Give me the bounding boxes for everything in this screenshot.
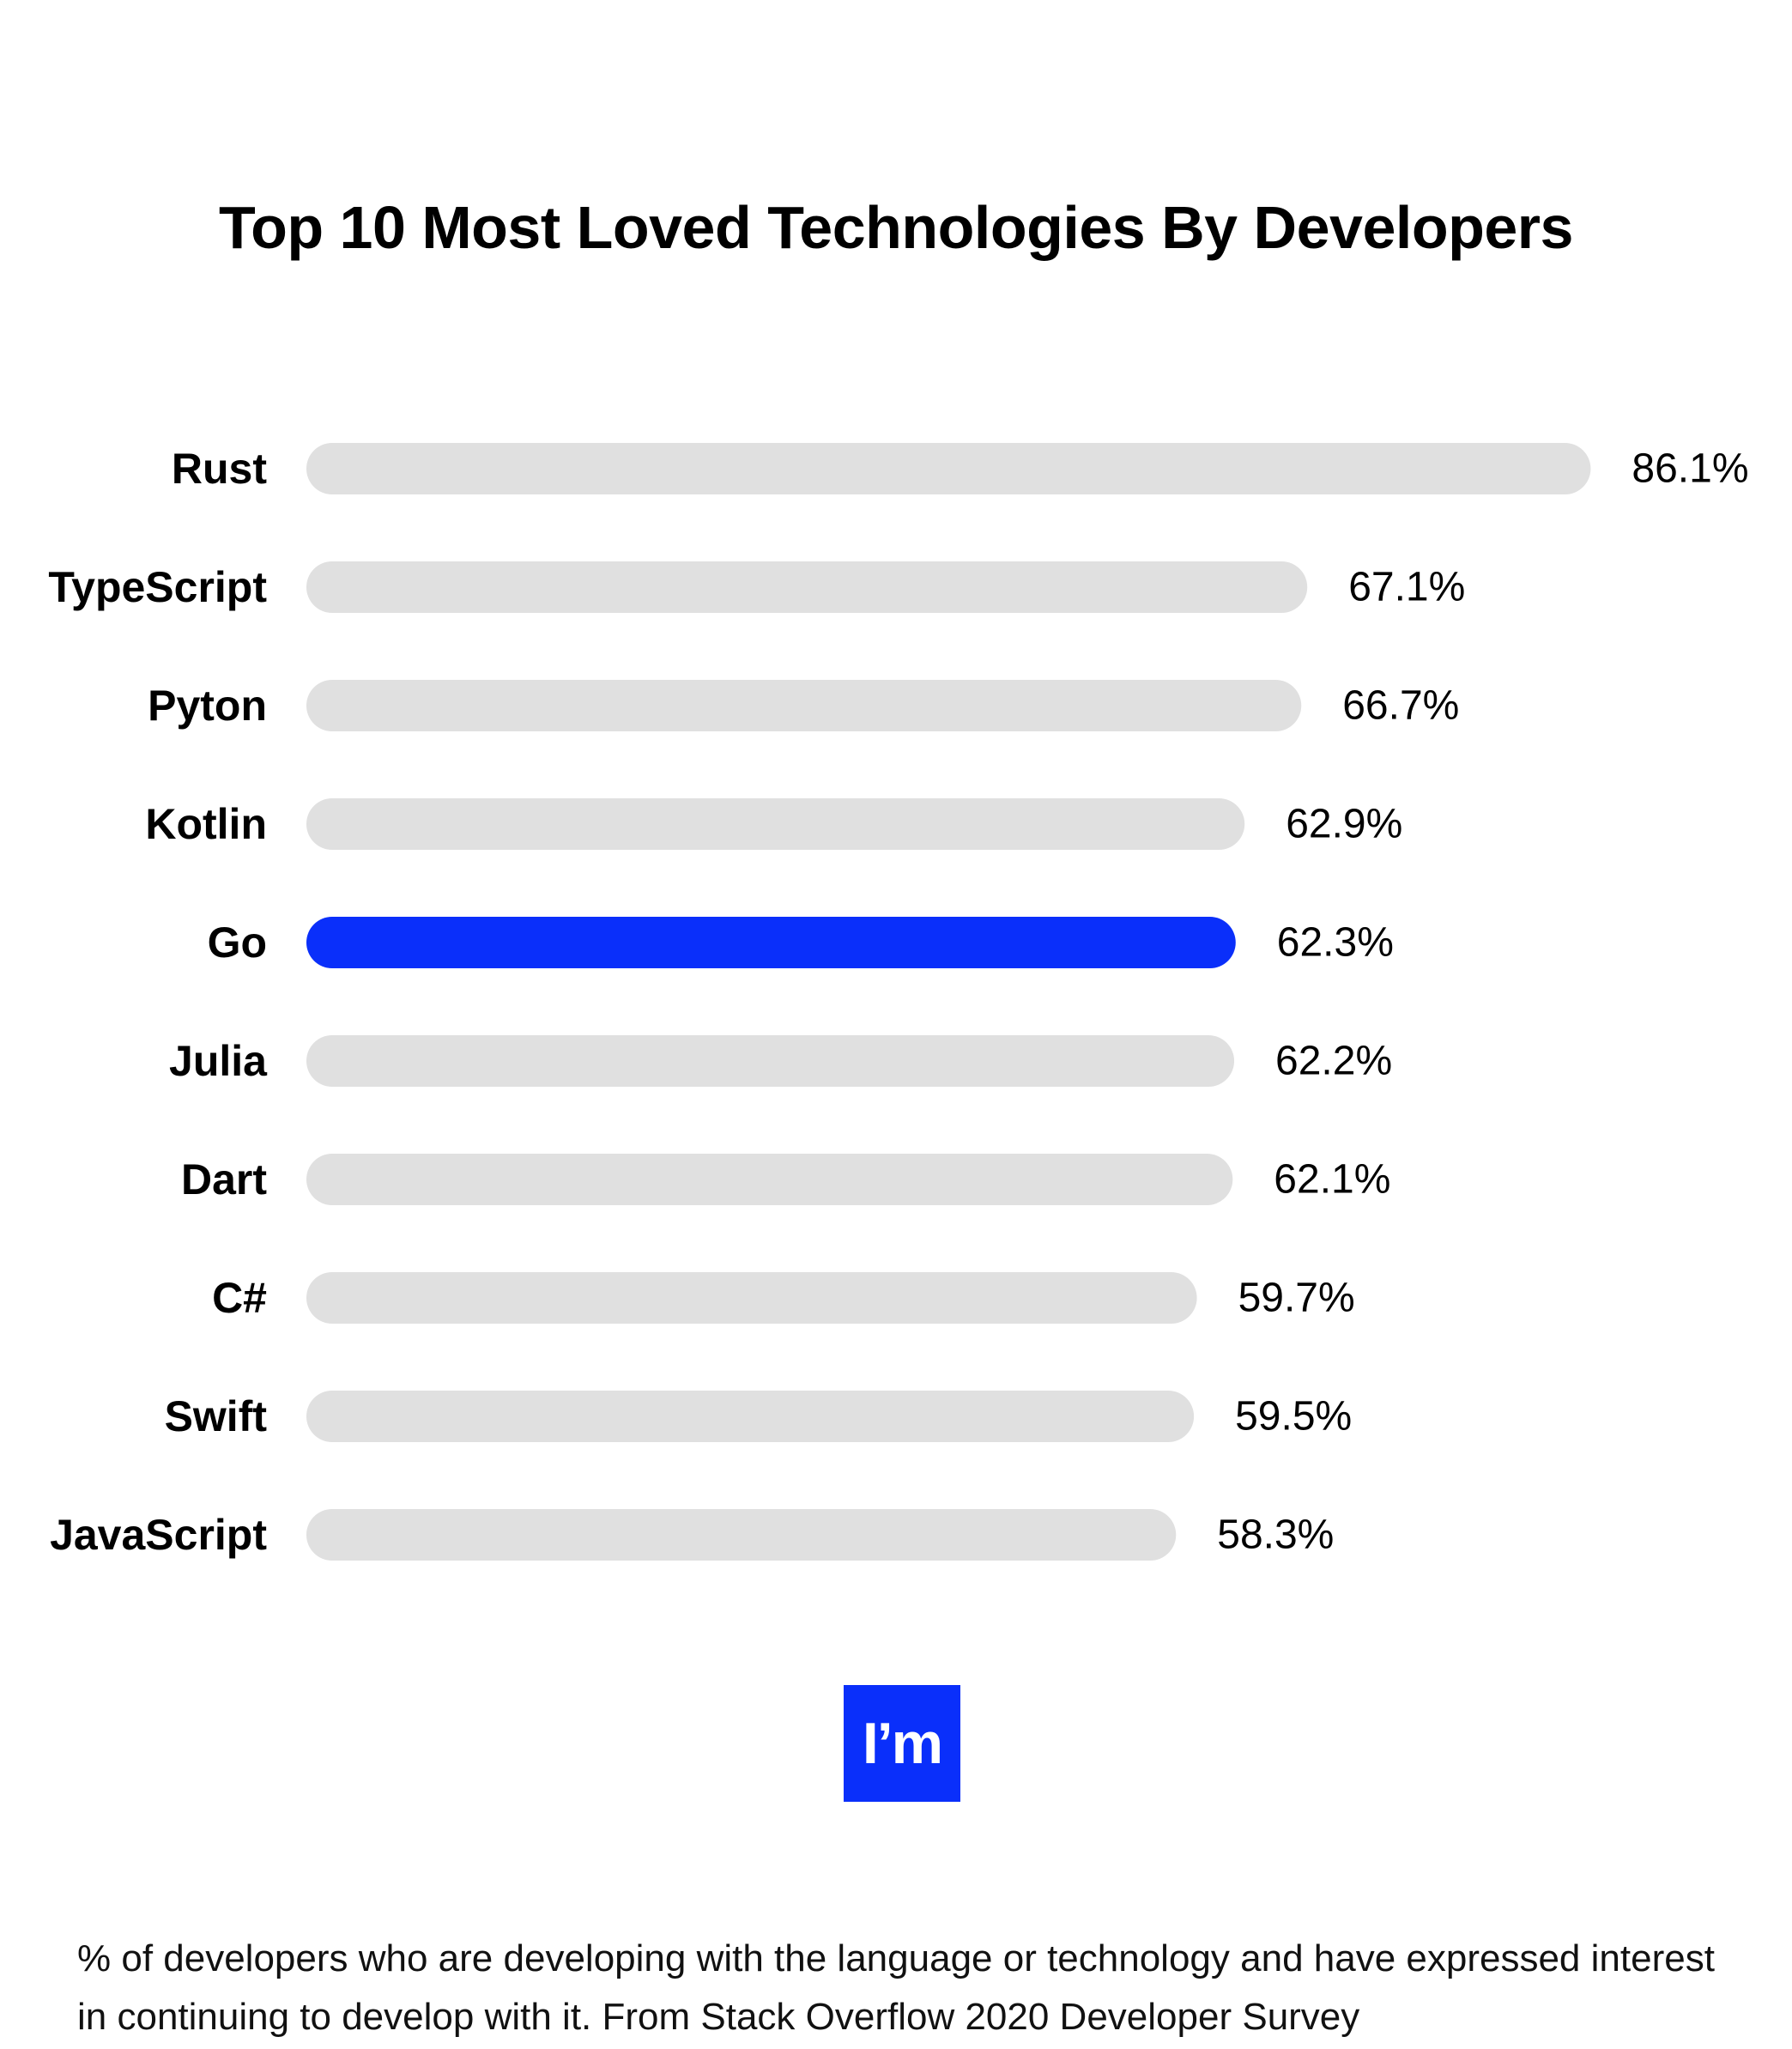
value-label: 66.7% (1342, 683, 1459, 729)
value-label: 62.3% (1277, 920, 1394, 966)
value-label: 62.9% (1286, 802, 1402, 847)
chart-title: Top 10 Most Loved Technologies By Develo… (219, 194, 1573, 261)
value-label: 86.1% (1632, 446, 1748, 492)
bar-typescript (306, 561, 1308, 613)
value-label: 58.3% (1217, 1513, 1334, 1558)
category-label: Pyton (148, 682, 267, 730)
bar-kotlin (306, 798, 1245, 850)
bar-javascript (306, 1509, 1177, 1561)
value-label: 59.5% (1235, 1394, 1352, 1440)
category-label: Julia (169, 1037, 268, 1085)
category-label: Go (208, 918, 267, 967)
bar-julia (306, 1035, 1235, 1087)
bar-pyton (306, 680, 1302, 731)
value-label: 67.1% (1348, 565, 1465, 610)
category-label: Rust (172, 445, 267, 493)
value-label: 62.1% (1274, 1157, 1390, 1203)
category-label: Swift (165, 1392, 268, 1440)
category-label: JavaScript (50, 1511, 267, 1559)
category-label: Dart (181, 1155, 267, 1203)
category-label: Kotlin (145, 800, 267, 848)
bar-c- (306, 1272, 1197, 1324)
bar-go (306, 917, 1236, 968)
category-label: C# (212, 1274, 267, 1322)
category-label: TypeScript (48, 563, 267, 611)
bar-swift (306, 1391, 1195, 1442)
brand-logo-text: I’m (862, 1711, 943, 1776)
bar-dart (306, 1154, 1233, 1205)
value-label: 59.7% (1238, 1276, 1355, 1321)
footnote: % of developers who are developing with … (77, 1937, 1715, 2038)
bar-chart: Rust 86.1% TypeScript 67.1% Pyton 66.7% Kotlin… (48, 443, 1749, 1561)
bar-rust (306, 443, 1591, 494)
brand-logo: I’m (844, 1685, 960, 1802)
value-label: 62.2% (1275, 1039, 1392, 1084)
